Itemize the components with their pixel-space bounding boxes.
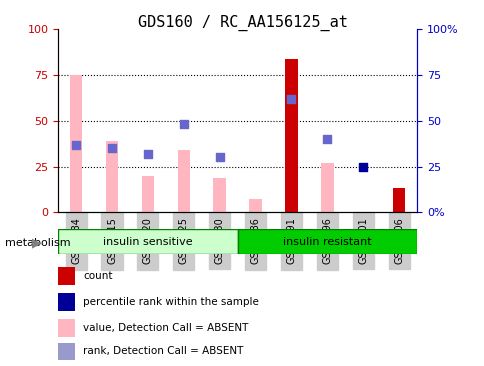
Bar — [106, 141, 118, 212]
FancyBboxPatch shape — [58, 229, 237, 254]
Text: insulin sensitive: insulin sensitive — [103, 236, 192, 247]
Bar — [58, 268, 75, 285]
Bar — [58, 293, 75, 311]
Point — [287, 96, 295, 102]
Bar — [285, 59, 297, 212]
Point — [144, 151, 151, 157]
Bar — [70, 75, 82, 212]
Bar — [58, 343, 75, 361]
FancyBboxPatch shape — [237, 229, 416, 254]
Text: value, Detection Call = ABSENT: value, Detection Call = ABSENT — [83, 323, 248, 333]
Bar — [249, 199, 261, 212]
Bar — [213, 178, 226, 212]
Text: percentile rank within the sample: percentile rank within the sample — [83, 297, 258, 307]
Text: GDS160 / RC_AA156125_at: GDS160 / RC_AA156125_at — [137, 15, 347, 31]
Text: ▶: ▶ — [31, 237, 41, 250]
Text: rank, Detection Call = ABSENT: rank, Detection Call = ABSENT — [83, 347, 243, 356]
Bar — [177, 150, 190, 212]
Point — [359, 164, 366, 169]
Point — [72, 142, 80, 147]
Bar — [320, 163, 333, 212]
Text: insulin resistant: insulin resistant — [283, 236, 371, 247]
Bar — [392, 188, 405, 212]
Text: count: count — [83, 271, 112, 281]
Point — [180, 122, 187, 127]
Bar — [58, 319, 75, 337]
Point — [215, 154, 223, 160]
Bar — [141, 176, 154, 212]
Text: metabolism: metabolism — [5, 238, 70, 249]
Point — [323, 136, 331, 142]
Point — [108, 145, 116, 151]
